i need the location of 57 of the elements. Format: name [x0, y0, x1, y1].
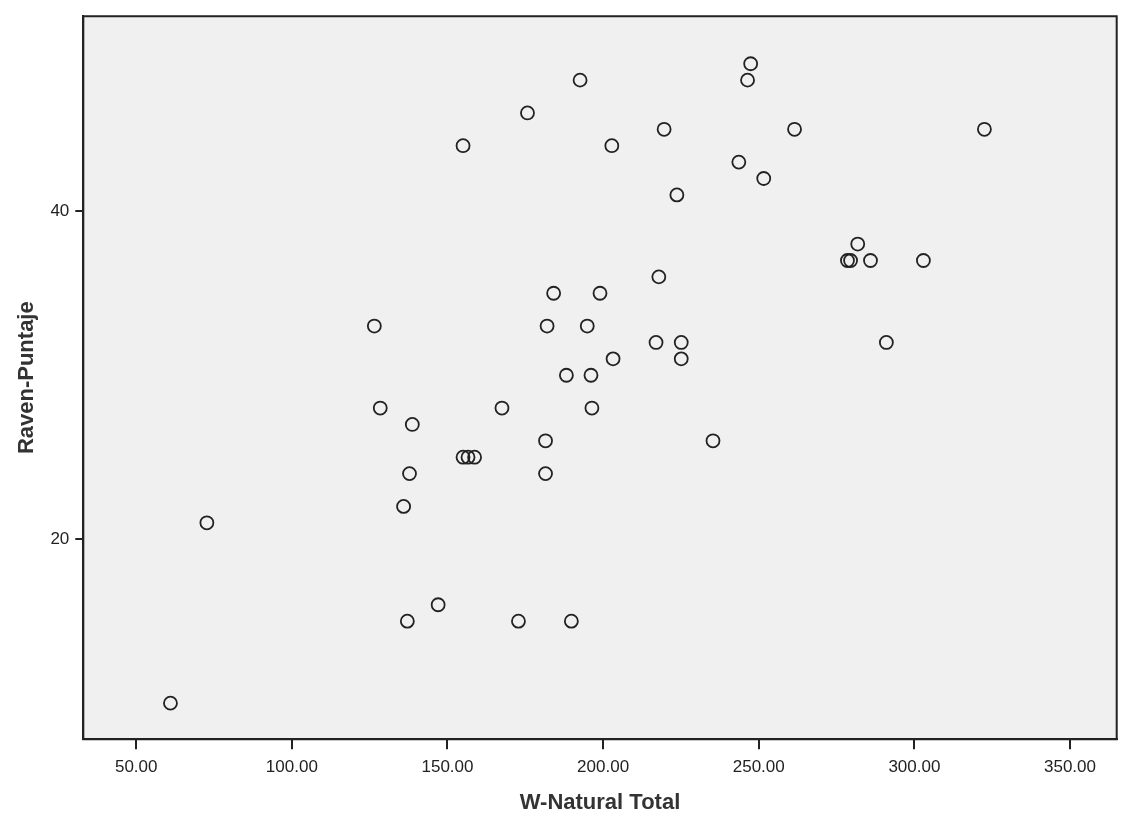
y-axis-title: Raven-Puntaje: [13, 301, 39, 455]
x-tick-label: 50.00: [114, 757, 158, 777]
point: [538, 466, 553, 482]
point: [404, 417, 420, 432]
point: [740, 72, 755, 88]
point: [430, 597, 446, 613]
point: [467, 449, 482, 465]
point: [656, 121, 672, 137]
point: [605, 351, 621, 367]
point: [651, 269, 667, 285]
point: [558, 367, 574, 383]
point: [878, 335, 894, 350]
point: [538, 433, 553, 449]
point: [455, 138, 471, 154]
point: [163, 695, 178, 711]
point: [579, 318, 595, 334]
x-tick-label: 150.00: [421, 757, 474, 777]
point: [584, 400, 600, 416]
point: [977, 121, 992, 137]
point: [402, 466, 417, 482]
point: [494, 400, 510, 416]
y-tick-label: 20: [50, 528, 70, 548]
x-tick-label: 100.00: [265, 757, 318, 777]
point: [539, 318, 555, 334]
x-tick-label: 350.00: [1044, 757, 1097, 777]
point: [372, 400, 388, 416]
point: [399, 613, 415, 629]
point: [743, 56, 759, 72]
x-tick-label: 300.00: [888, 757, 941, 777]
point: [705, 433, 721, 449]
point: [673, 335, 689, 350]
x-axis-title: W-Natural Total: [519, 788, 681, 814]
point: [863, 253, 878, 268]
point: [669, 187, 685, 203]
point: [731, 154, 747, 170]
point: [673, 351, 689, 367]
point: [563, 613, 579, 629]
point: [583, 367, 599, 383]
point: [366, 318, 382, 334]
point: [455, 449, 471, 465]
point: [460, 449, 476, 465]
point: [546, 285, 562, 301]
point: [520, 105, 535, 121]
x-tick-label: 200.00: [577, 757, 630, 777]
y-tick-label: 40: [50, 200, 70, 220]
x-tick-label: 250.00: [732, 757, 785, 777]
point: [850, 236, 866, 252]
point: [756, 171, 772, 186]
point: [511, 613, 526, 629]
point: [572, 72, 588, 88]
point: [787, 121, 802, 137]
point: [604, 138, 620, 154]
point: [648, 335, 664, 350]
point: [592, 285, 608, 301]
point: [916, 253, 931, 268]
point: [396, 499, 411, 514]
point: [199, 515, 215, 531]
